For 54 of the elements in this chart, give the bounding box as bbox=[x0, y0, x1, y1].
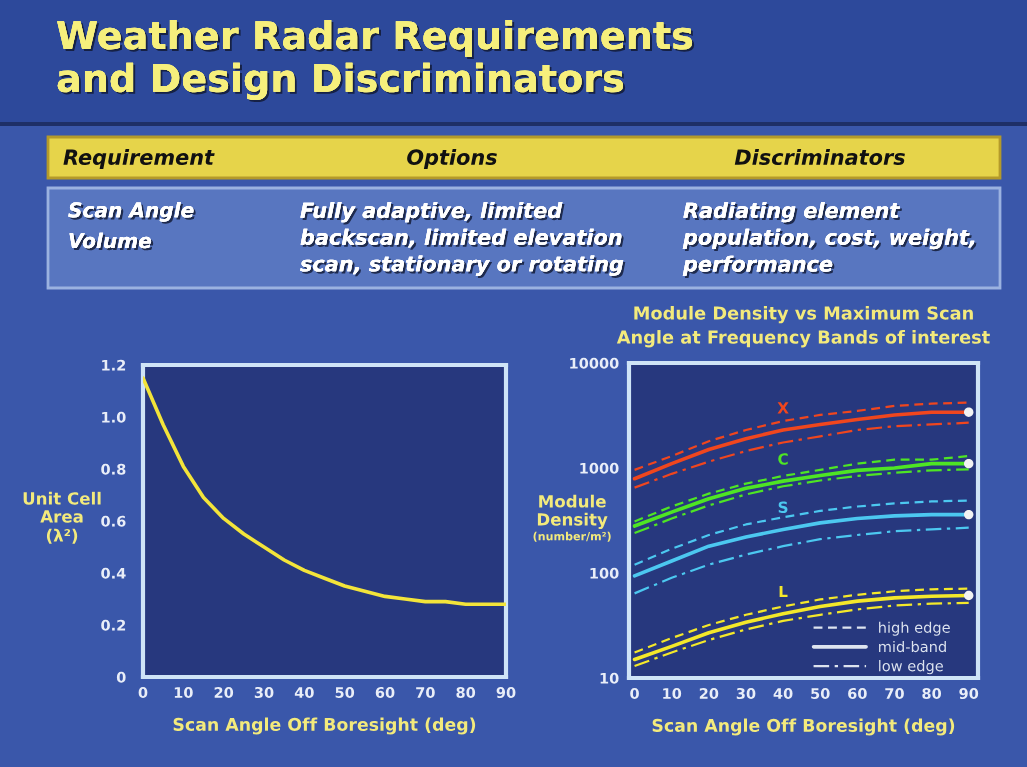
y-tick-label: 100 bbox=[590, 567, 619, 579]
x-tick-label: 10 bbox=[174, 686, 193, 699]
text: Radiating element population, cost, weight, performance bbox=[682, 202, 977, 278]
y-axis-title: Module Density (number/m²) bbox=[533, 494, 611, 542]
x-tick-label: 40 bbox=[294, 686, 314, 699]
x-tick-label: 70 bbox=[416, 686, 435, 699]
x-tick-label: 50 bbox=[335, 686, 355, 699]
series-label: C bbox=[778, 453, 788, 465]
x-tick-label: 80 bbox=[922, 687, 942, 700]
x-axis-title: Scan Angle Off Boresight (deg) bbox=[173, 717, 476, 735]
category-label: Discriminators bbox=[734, 148, 905, 166]
category-label: Requirement bbox=[63, 148, 215, 170]
text: Weather Radar Requirements and Design Discriminators bbox=[57, 20, 695, 103]
series-label: L bbox=[779, 585, 788, 598]
legend-label: high edge bbox=[879, 621, 950, 636]
x-tick-label: 20 bbox=[699, 687, 719, 700]
category-label: Options bbox=[407, 148, 497, 170]
y-tick-label: 0 bbox=[116, 671, 126, 683]
y-tick-label: 1000 bbox=[580, 462, 619, 474]
line-series bbox=[633, 499, 970, 566]
y-tick-label: 1.2 bbox=[102, 359, 126, 371]
x-tick-label: 10 bbox=[663, 687, 682, 700]
line-series bbox=[633, 526, 970, 595]
x-tick-label: 0 bbox=[630, 687, 639, 700]
y-tick-label: 0.6 bbox=[101, 515, 126, 527]
x-tick-label: 70 bbox=[885, 687, 904, 700]
line-series bbox=[633, 421, 970, 489]
y-tick-label: 0.4 bbox=[101, 567, 126, 579]
y-tick-label: 0.8 bbox=[101, 463, 126, 475]
x-tick-label: 90 bbox=[496, 686, 516, 699]
x-tick-label: 50 bbox=[811, 687, 830, 700]
x-tick-label: 90 bbox=[959, 687, 979, 700]
legend-label: low edge bbox=[879, 660, 943, 675]
y-tick-label: 0.2 bbox=[101, 619, 126, 631]
x-tick-label: 40 bbox=[773, 687, 793, 700]
y-axis-title: Unit Cell Area (λ²) bbox=[23, 491, 101, 544]
x-tick-label: 60 bbox=[375, 686, 395, 699]
y-tick-label: 1.0 bbox=[102, 411, 126, 423]
text: Fully adaptive, limited backscan, limited elevation scan, stationary or rotating bbox=[300, 202, 626, 278]
x-axis-title: Scan Angle Off Boresight (deg) bbox=[652, 718, 955, 736]
series-label: X bbox=[777, 402, 789, 414]
x-tick-label: 20 bbox=[214, 686, 234, 699]
legend-label: mid-band bbox=[879, 640, 946, 653]
x-tick-label: 0 bbox=[138, 686, 148, 699]
y-tick-label: 10000 bbox=[570, 357, 619, 369]
text: Scan Angle Volume bbox=[68, 202, 196, 251]
x-tick-label: 30 bbox=[254, 686, 274, 699]
series-label: S bbox=[778, 501, 788, 514]
line-series bbox=[143, 376, 506, 607]
x-tick-label: 80 bbox=[456, 686, 476, 699]
x-tick-label: 30 bbox=[736, 687, 756, 700]
chart-title: Module Density vs Maximum Scan Angle at Frequency Bands of interest bbox=[616, 305, 990, 348]
x-tick-label: 60 bbox=[848, 687, 867, 700]
y-tick-label: 10 bbox=[600, 672, 619, 684]
